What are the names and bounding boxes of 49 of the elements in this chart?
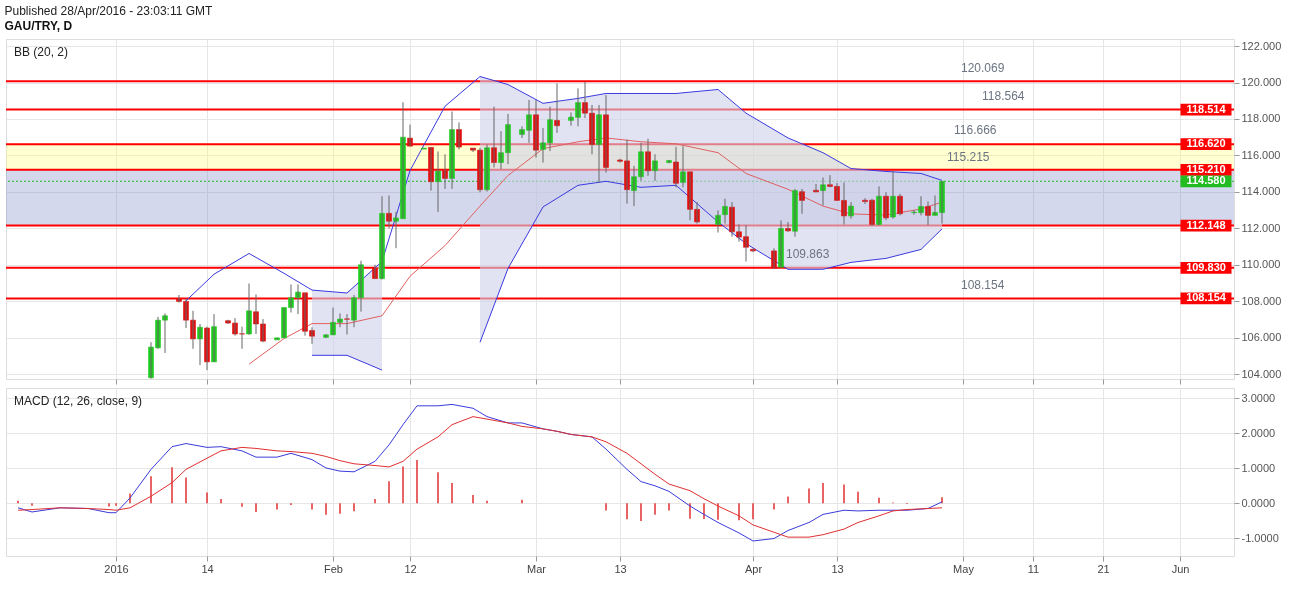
candlestick bbox=[750, 247, 756, 253]
candlestick bbox=[421, 147, 427, 150]
x-tick-label: 13 bbox=[831, 562, 844, 575]
y-tick-label: 108.000 bbox=[1241, 294, 1282, 307]
y-tick-label: 2.0000 bbox=[1241, 426, 1276, 439]
y-tick-label: 3.0000 bbox=[1241, 391, 1276, 404]
annotation: 108.154 bbox=[961, 278, 1005, 293]
ref-line-label: 116.620 bbox=[1186, 137, 1226, 150]
annotation: 118.564 bbox=[982, 88, 1025, 103]
annotation: 115.215 bbox=[947, 149, 990, 164]
chart-subtitle: Published 28/Apr/2016 - 23:03:11 GMT bbox=[4, 3, 214, 18]
y-tick-label: 120.000 bbox=[1241, 76, 1282, 89]
y-tick-label: 1.0000 bbox=[1241, 461, 1276, 474]
x-tick-label: 12 bbox=[404, 562, 417, 575]
candlestick bbox=[344, 313, 350, 336]
y-tick-label: 104.000 bbox=[1241, 367, 1282, 380]
x-tick-label: Mar bbox=[527, 562, 547, 575]
x-tick-label: Jun bbox=[1171, 562, 1190, 575]
x-tick-label: 21 bbox=[1097, 562, 1110, 575]
annotation: BB (20, 2) bbox=[14, 45, 69, 59]
y-tick-label: 122.000 bbox=[1241, 39, 1282, 52]
ref-line-label: 112.148 bbox=[1186, 218, 1226, 231]
y-tick-label: 116.000 bbox=[1241, 148, 1281, 161]
candlestick bbox=[813, 183, 819, 193]
x-tick-label: 2016 bbox=[104, 562, 129, 575]
y-tick-label: 118.000 bbox=[1241, 112, 1281, 125]
annotation: MACD (12, 26, close, 9) bbox=[14, 394, 143, 408]
y-tick-label: 106.000 bbox=[1241, 331, 1282, 344]
annotation: 120.069 bbox=[961, 61, 1005, 76]
x-tick-label: 13 bbox=[614, 562, 627, 575]
ref-line-label: 114.580 bbox=[1186, 174, 1226, 187]
x-tick-label: 11 bbox=[1027, 562, 1040, 575]
y-tick-label: 112.000 bbox=[1241, 221, 1281, 234]
y-tick-label: 114.000 bbox=[1241, 185, 1281, 198]
annotation: 116.666 bbox=[954, 123, 997, 138]
x-tick-label: May bbox=[953, 562, 975, 575]
ref-line-label: 115.210 bbox=[1186, 162, 1226, 175]
x-tick-label: Apr bbox=[744, 562, 763, 575]
x-tick-label: Feb bbox=[324, 562, 343, 575]
y-tick-label: -1.0000 bbox=[1241, 531, 1279, 544]
ref-line-label: 109.830 bbox=[1186, 260, 1226, 273]
ref-line-label: 118.514 bbox=[1186, 102, 1227, 115]
y-tick-label: 0.0000 bbox=[1241, 496, 1276, 509]
y-tick-label: 110.000 bbox=[1241, 258, 1281, 271]
annotation: 109.863 bbox=[786, 247, 830, 262]
x-tick-label: 14 bbox=[201, 562, 214, 575]
chart-title: GAU/TRY, D bbox=[4, 18, 73, 33]
ref-line-label: 108.154 bbox=[1186, 291, 1227, 304]
candlestick bbox=[785, 221, 791, 233]
